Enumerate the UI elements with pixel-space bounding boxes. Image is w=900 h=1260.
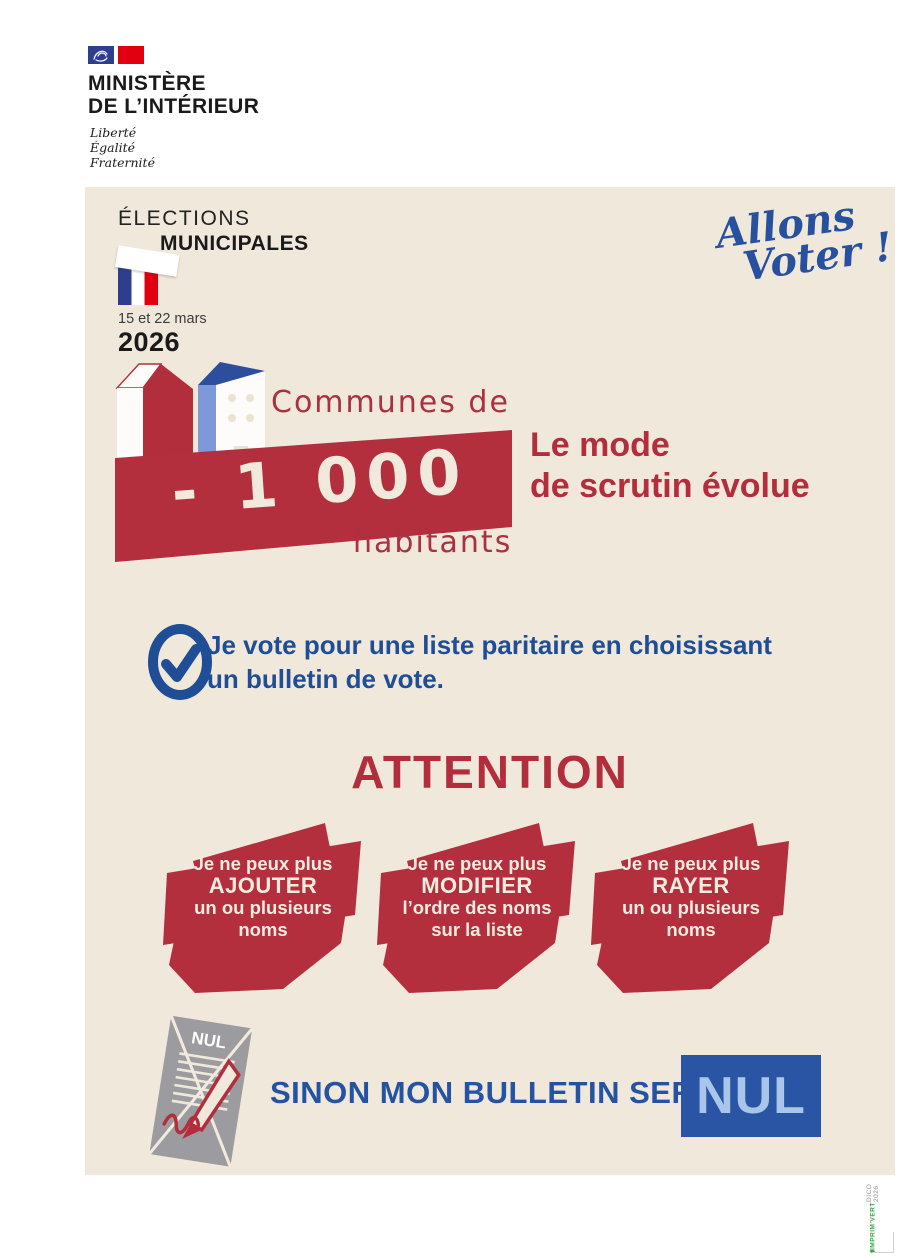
crop-mark <box>872 1252 894 1253</box>
elections-block: ÉLECTIONS MUNICIPALES 15 et 22 mars 2026 <box>118 207 309 358</box>
vote-statement: Je vote pour une liste paritaire en choi… <box>207 628 772 696</box>
banner-keyword: RAYER <box>652 873 730 898</box>
municipales-label: MUNICIPALES <box>160 232 309 255</box>
motto-egalite: Égalité <box>90 140 135 155</box>
banner-line: l’ordre des noms <box>402 897 552 918</box>
allons-voter-logo: Allons Voter ! <box>713 192 895 291</box>
motto-fraternite: Fraternité <box>90 155 155 170</box>
brush-flag-shape <box>163 823 361 993</box>
hero-title: Le mode de scrutin évolue <box>530 425 810 507</box>
banner-line: Je ne peux plus <box>407 853 547 874</box>
brush-flag-shape <box>591 823 789 993</box>
ministry-name-line1: MINISTÈRE <box>88 72 206 95</box>
attention-banner-rayer: Je ne peux plus RAYER un ou plusieurs no… <box>591 817 791 1002</box>
banner-line: noms <box>666 919 716 940</box>
banner-text: Je ne peux plus MODIFIER l’ordre des nom… <box>383 853 571 941</box>
banner-text: Je ne peux plus RAYER un ou plusieurs no… <box>597 853 785 941</box>
poster-panel: ÉLECTIONS MUNICIPALES 15 et 22 mars 2026… <box>85 187 895 1175</box>
checkmark-icon <box>148 624 212 700</box>
brush-flag-shape <box>377 823 575 993</box>
nul-badge: NUL <box>681 1055 821 1137</box>
hero-kicker: Communes de <box>271 385 510 420</box>
folded-ballot-flag-icon <box>118 258 158 305</box>
banner-line: noms <box>238 919 288 940</box>
vote-statement-line2: un bulletin de vote. <box>207 664 444 694</box>
french-flag-icon <box>88 46 259 64</box>
flag-red-icon <box>118 46 144 64</box>
banner-line: Je ne peux plus <box>621 853 761 874</box>
edition-label: IMPRIM'VERT DICO 2026 <box>866 1183 880 1253</box>
hero-banner-shape <box>115 430 512 562</box>
elections-label: ÉLECTIONS <box>118 207 251 230</box>
hero-title-line1: Le mode <box>530 426 670 464</box>
attention-banner-modifier: Je ne peux plus MODIFIER l’ordre des nom… <box>377 817 577 1002</box>
vote-statement-line1: Je vote pour une liste paritaire en choi… <box>207 630 772 660</box>
banner-line: Je ne peux plus <box>193 853 333 874</box>
flag-blue-marianne-icon <box>88 46 114 64</box>
banner-line: un ou plusieurs <box>622 897 760 918</box>
ministry-logo-block: MINISTÈRE DE L’INTÉRIEUR Liberté Égalité… <box>88 46 259 170</box>
attention-banner-ajouter: Je ne peux plus AJOUTER un ou plusieurs … <box>163 817 363 1002</box>
attention-title: ATTENTION <box>351 746 629 798</box>
banner-text: Je ne peux plus AJOUTER un ou plusieurs … <box>169 853 357 941</box>
banner-line: un ou plusieurs <box>194 897 332 918</box>
hero-title-line2: de scrutin évolue <box>530 467 810 505</box>
crossed-ballot-icon: NUL <box>148 1015 254 1168</box>
hero-unit: habitants <box>353 525 513 560</box>
banner-keyword: MODIFIER <box>421 873 533 898</box>
edition-ref: DICO 2026 <box>866 1184 880 1203</box>
ministry-name-line2: DE L’INTÉRIEUR <box>88 95 260 118</box>
houses-illustration <box>115 362 265 463</box>
election-year: 2026 <box>118 327 181 357</box>
footer-message: SINON MON BULLETIN SERA <box>270 1075 718 1110</box>
eco-label: IMPRIM'VERT <box>869 1202 877 1251</box>
banner-line: sur la liste <box>431 919 523 940</box>
nul-badge-label: NUL <box>696 1067 806 1125</box>
motto-liberte: Liberté <box>90 125 137 140</box>
crop-mark <box>893 1232 894 1253</box>
banner-keyword: AJOUTER <box>208 873 318 898</box>
election-dates: 15 et 22 mars <box>118 311 207 327</box>
